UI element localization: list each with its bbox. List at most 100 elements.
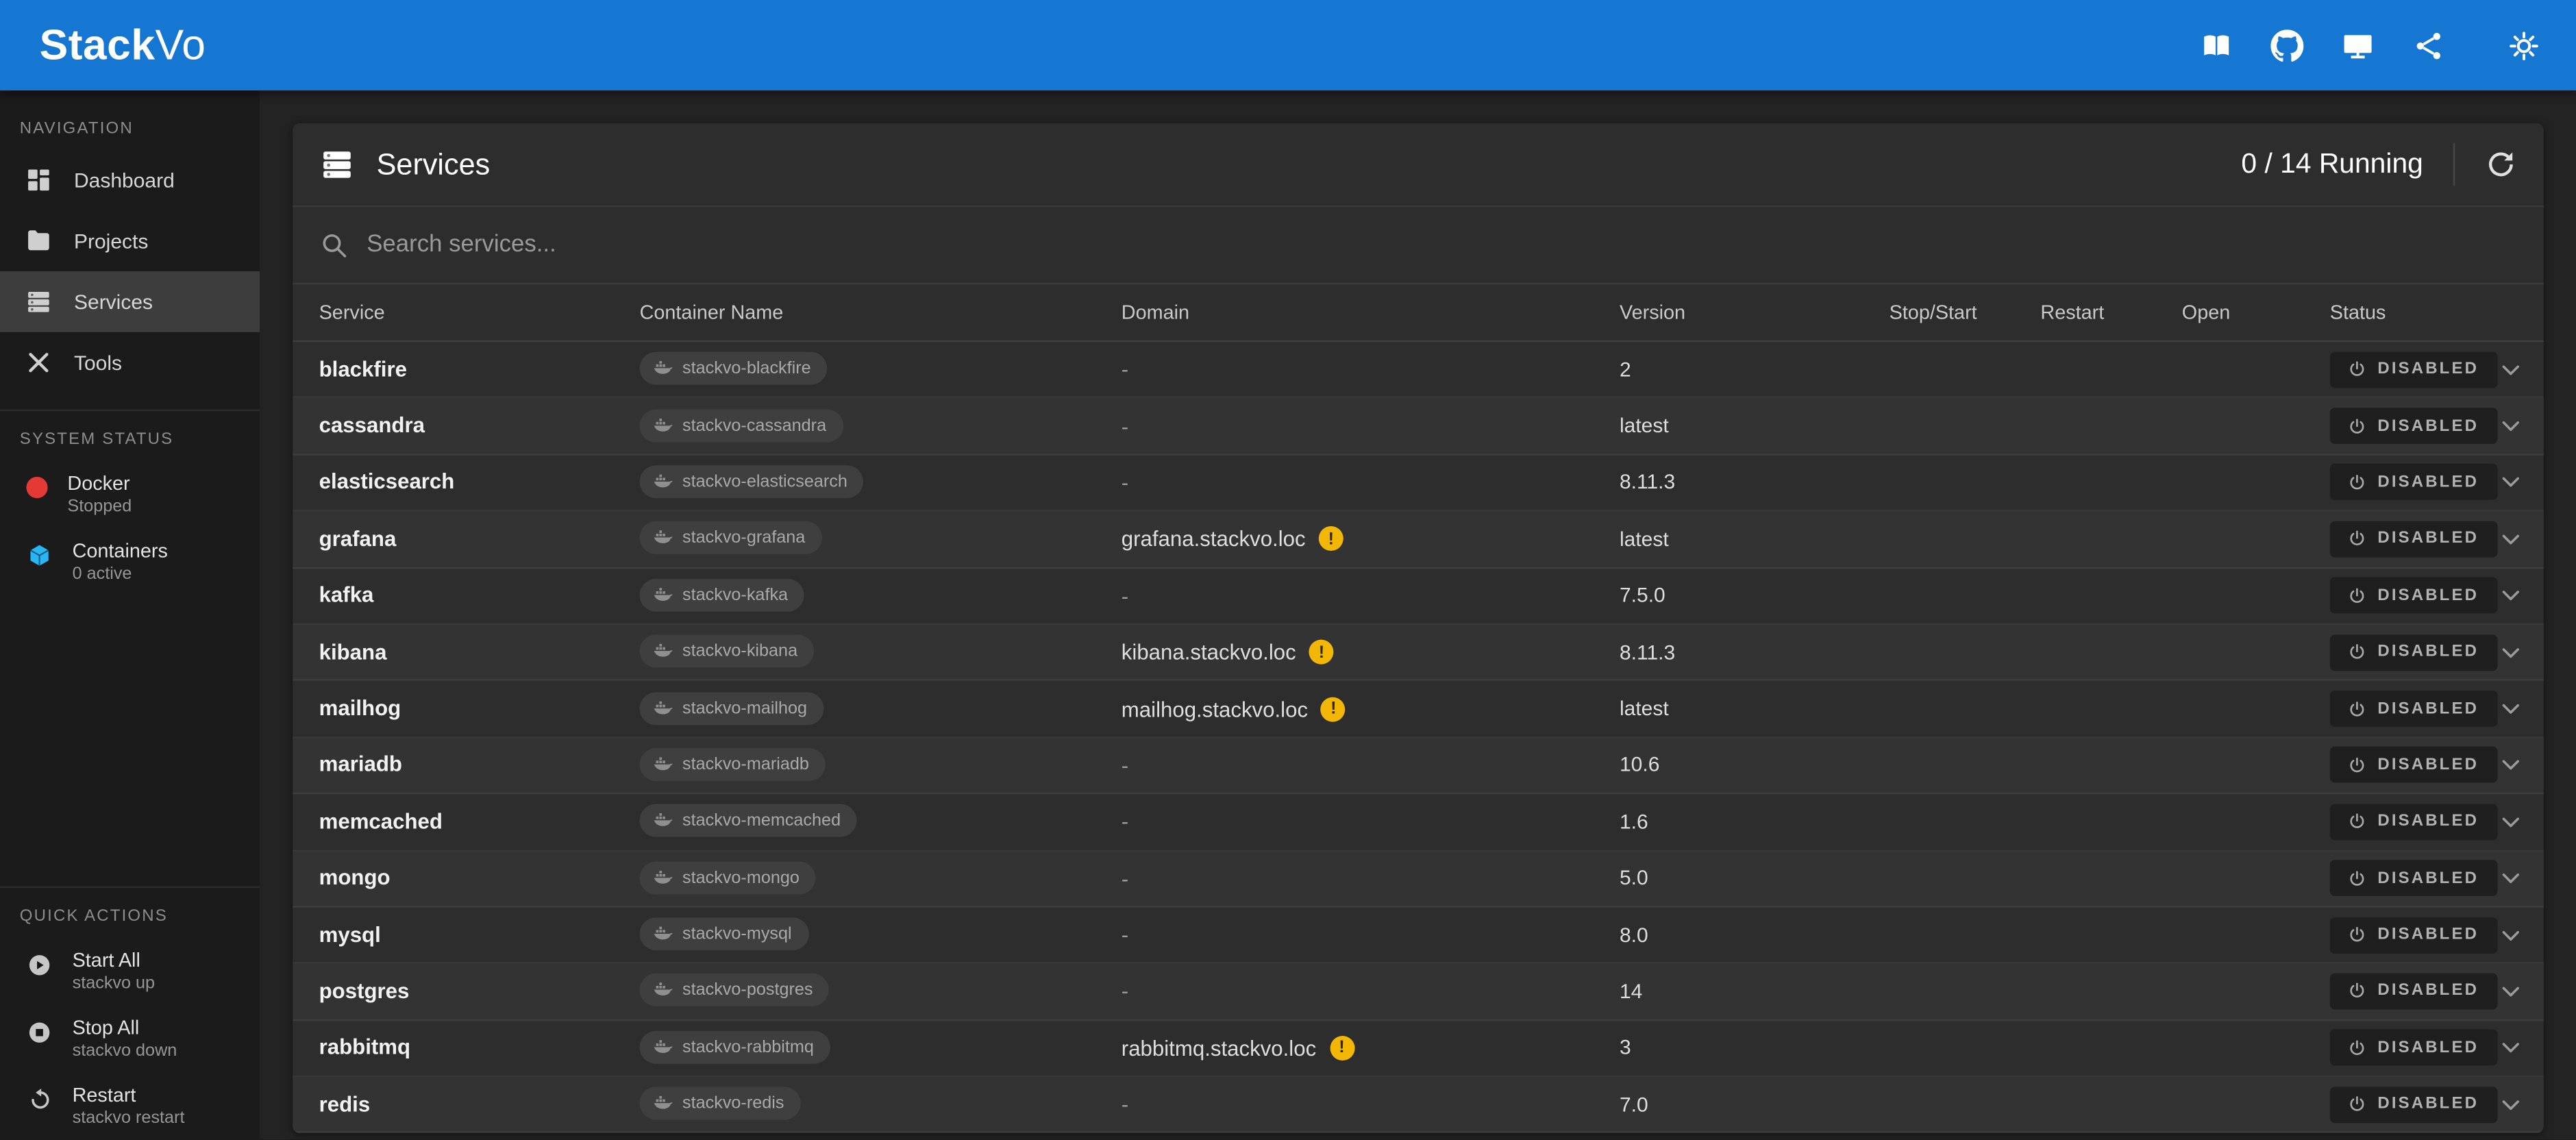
projects-icon: [25, 227, 53, 255]
service-name: grafana: [319, 525, 397, 551]
container-chip: stackvo-redis: [639, 1087, 801, 1121]
domain-cell: -: [1122, 583, 1620, 608]
power-icon: [2348, 756, 2366, 774]
logo-secondary: Vo: [155, 19, 206, 69]
status-label: DISABLED: [2377, 1095, 2479, 1114]
monitor-icon[interactable]: [2341, 29, 2374, 62]
quick-action-restart[interactable]: Restart stackvo restart: [0, 1073, 260, 1140]
status-label: DISABLED: [2377, 417, 2479, 435]
service-name: mailhog: [319, 695, 401, 721]
sidebar: NAVIGATION Dashboard Projects Services Tool…: [0, 90, 260, 1140]
app-logo[interactable]: StackVo: [40, 20, 206, 71]
status-label: DISABLED: [2377, 756, 2479, 775]
search-bar: [293, 207, 2544, 285]
container-chip: stackvo-kafka: [639, 578, 805, 612]
status-title: Containers: [72, 539, 168, 562]
status-cell: DISABLED: [2329, 351, 2518, 388]
service-name: mongo: [319, 865, 391, 890]
status-title: Docker: [67, 471, 130, 495]
service-cell: blackfire: [319, 355, 640, 384]
table-row: postgres stackvo-postgres - 14 DISABLED: [293, 964, 2544, 1021]
domain-value: mailhog.stackvo.loc: [1121, 696, 1309, 721]
chevron-down-icon[interactable]: [2497, 356, 2523, 382]
chevron-down-icon[interactable]: [2497, 752, 2523, 778]
chevron-down-icon[interactable]: [2497, 413, 2523, 439]
version-value: 8.0: [1620, 923, 1648, 947]
chevron-down-icon[interactable]: [2497, 695, 2523, 721]
github-icon[interactable]: [2270, 29, 2303, 62]
domain-value: -: [1121, 470, 1129, 495]
status-cell: DISABLED: [2329, 973, 2518, 1010]
chevron-down-icon[interactable]: [2497, 582, 2523, 608]
quick-action-stop-all[interactable]: Stop All stackvo down: [0, 1005, 260, 1072]
version-value: 8.11.3: [1620, 471, 1676, 495]
table-row: grafana stackvo-grafana grafana.stackvo.lo…: [293, 511, 2544, 569]
chevron-down-icon[interactable]: [2497, 865, 2523, 891]
container-name: stackvo-mailhog: [682, 697, 808, 718]
service-cell: kafka: [319, 581, 640, 610]
status-badge: DISABLED: [2329, 634, 2497, 671]
table-row: cassandra stackvo-cassandra - latest DISABLE…: [293, 398, 2544, 456]
services-icon: [25, 288, 53, 316]
power-icon: [2348, 813, 2366, 830]
service-cell: redis: [319, 1090, 640, 1119]
domain-cell: -: [1122, 470, 1620, 495]
power-icon: [2348, 473, 2366, 491]
sidebar-item-dashboard[interactable]: Dashboard: [0, 149, 260, 210]
chevron-down-icon[interactable]: [2497, 1035, 2523, 1061]
page-title: Services: [376, 147, 491, 180]
status-label: DISABLED: [2377, 813, 2479, 831]
service-cell: postgres: [319, 977, 640, 1006]
domain-value: -: [1121, 583, 1129, 608]
domain-cell: -: [1122, 753, 1620, 778]
sidebar-item-tools[interactable]: Tools: [0, 332, 260, 393]
tools-icon: [25, 349, 53, 377]
status-badge: DISABLED: [2329, 691, 2497, 727]
status-badge: DISABLED: [2329, 1086, 2497, 1123]
chevron-down-icon[interactable]: [2497, 1091, 2523, 1117]
chevron-down-icon[interactable]: [2497, 639, 2523, 665]
search-input[interactable]: [367, 232, 2517, 258]
whale-icon: [653, 415, 673, 435]
sidebar-item-projects[interactable]: Projects: [0, 210, 260, 271]
chevron-down-icon[interactable]: [2497, 469, 2523, 495]
refresh-button[interactable]: [2484, 148, 2517, 181]
power-icon: [2348, 926, 2366, 943]
container-name: stackvo-postgres: [682, 980, 813, 1001]
docs-icon[interactable]: [2199, 29, 2232, 62]
column-header-open: Open: [2181, 301, 2231, 324]
service-name: rabbitmq: [319, 1034, 411, 1060]
domain-value: grafana.stackvo.loc: [1121, 526, 1306, 552]
action-subtitle: stackvo restart: [72, 1108, 185, 1129]
sidebar-item-label: Projects: [74, 229, 149, 253]
table-row: elasticsearch stackvo-elasticsearch - 8.11.…: [293, 455, 2544, 512]
sidebar-item-label: Dashboard: [74, 169, 175, 192]
version-value: 2: [1620, 358, 1631, 382]
power-icon: [2348, 360, 2366, 378]
chevron-down-icon[interactable]: [2497, 978, 2523, 1004]
quick-action-start-all[interactable]: Start All stackvo up: [0, 938, 260, 1005]
status-badge: DISABLED: [2329, 1030, 2497, 1067]
services-table-body: blackfire stackvo-blackfire -2 DISABLED cass…: [293, 342, 2544, 1134]
container-chip: stackvo-mailhog: [639, 691, 824, 725]
status-cell: DISABLED: [2329, 917, 2518, 954]
service-cell: mailhog: [319, 694, 640, 723]
domain-value: -: [1121, 413, 1129, 438]
power-icon: [2348, 869, 2366, 887]
sidebar-nav: Dashboard Projects Services Tools: [0, 149, 260, 393]
settings-icon[interactable]: [2507, 29, 2540, 62]
whale-icon: [653, 754, 673, 774]
chevron-down-icon[interactable]: [2497, 808, 2523, 834]
services-header-icon: [319, 147, 356, 183]
container-chip: stackvo-kibana: [639, 634, 815, 668]
chevron-down-icon[interactable]: [2497, 526, 2523, 552]
sidebar-item-services[interactable]: Services: [0, 271, 260, 332]
system-status-label: SYSTEM STATUS: [19, 430, 174, 449]
share-icon[interactable]: [2412, 29, 2444, 62]
whale-icon: [653, 924, 673, 944]
action-subtitle: stackvo down: [72, 1041, 177, 1061]
chevron-down-icon[interactable]: [2497, 921, 2523, 947]
service-cell: cassandra: [319, 411, 640, 441]
status-cell: DISABLED: [2329, 634, 2518, 671]
